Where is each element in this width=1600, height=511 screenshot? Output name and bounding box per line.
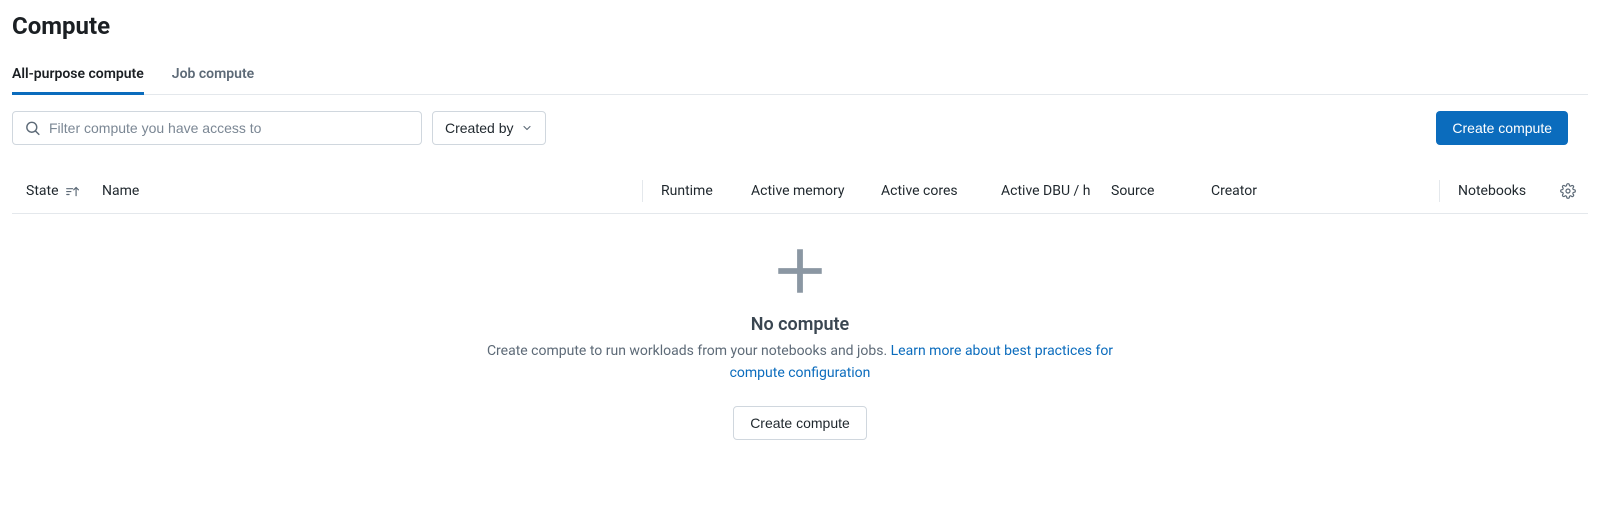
created-by-dropdown[interactable]: Created by: [432, 111, 546, 145]
create-compute-button[interactable]: Create compute: [1436, 111, 1568, 145]
column-divider: [1439, 180, 1440, 202]
chevron-down-icon: [521, 122, 533, 134]
gear-icon: [1560, 183, 1576, 199]
tab-job-compute[interactable]: Job compute: [172, 58, 254, 95]
empty-state: No compute Create compute to run workloa…: [12, 214, 1588, 480]
column-header-name[interactable]: Name: [102, 183, 624, 199]
column-divider: [642, 180, 643, 202]
search-input[interactable]: [12, 111, 422, 145]
tab-all-purpose-compute[interactable]: All-purpose compute: [12, 58, 144, 95]
create-compute-button-secondary[interactable]: Create compute: [733, 406, 867, 440]
column-label: State: [26, 183, 59, 199]
search-field: [12, 111, 422, 145]
column-header-state[interactable]: State: [12, 183, 102, 199]
empty-description: Create compute to run workloads from you…: [480, 341, 1120, 384]
column-header-active-cores[interactable]: Active cores: [881, 183, 1001, 199]
toolbar: Created by Create compute: [12, 111, 1588, 145]
table-settings-button[interactable]: [1556, 179, 1580, 203]
column-header-notebooks[interactable]: Notebooks: [1458, 183, 1548, 199]
tabs: All-purpose compute Job compute: [12, 58, 1588, 95]
search-icon: [24, 120, 41, 137]
column-header-active-dbu[interactable]: Active DBU / h: [1001, 183, 1111, 199]
empty-title: No compute: [751, 314, 850, 335]
table-header: State Name Runtime Active memory Active …: [12, 169, 1588, 214]
empty-description-text: Create compute to run workloads from you…: [487, 343, 891, 359]
column-header-creator[interactable]: Creator: [1211, 183, 1421, 199]
created-by-label: Created by: [445, 120, 513, 136]
column-header-active-memory[interactable]: Active memory: [751, 183, 881, 199]
column-header-runtime[interactable]: Runtime: [661, 183, 751, 199]
page-title: Compute: [12, 12, 1588, 40]
plus-icon: [771, 242, 829, 300]
sort-asc-icon: [65, 184, 79, 198]
column-header-source[interactable]: Source: [1111, 183, 1211, 199]
